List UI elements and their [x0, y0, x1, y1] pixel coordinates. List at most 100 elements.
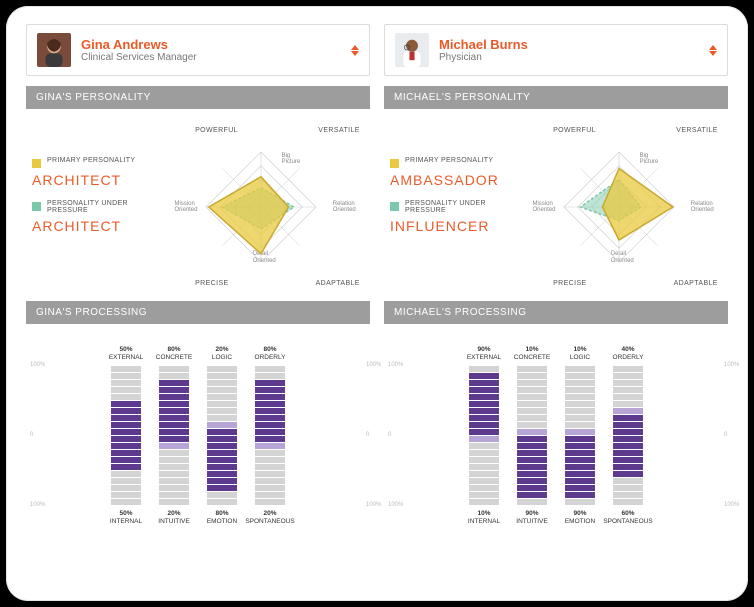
bar-segment — [207, 450, 237, 456]
bar-segment — [469, 436, 499, 442]
bar-segment — [159, 366, 189, 372]
bar-segment — [613, 478, 643, 484]
avatar — [37, 33, 71, 67]
bar-segment — [613, 471, 643, 477]
bar-top-label: 10%CONCRETE — [514, 344, 550, 362]
bar-segment — [255, 464, 285, 470]
personality-panel: PRIMARY PERSONALITY AMBASSADOR PERSONALI… — [384, 119, 728, 291]
bar-segment — [207, 366, 237, 372]
bar-segment — [111, 478, 141, 484]
bar-segment — [255, 436, 285, 442]
bar-segment — [159, 380, 189, 386]
bar-segment — [565, 422, 595, 428]
bar-segment — [255, 373, 285, 379]
avatar — [395, 33, 429, 67]
bar-segment — [565, 380, 595, 386]
bar-bottom-label: 60%SPONTANEOUS — [603, 508, 652, 526]
bar-group: 100% 0 100% 100% 0 100% 50%EXTERNAL 50%I… — [30, 344, 366, 526]
bar-bottom-label: 10%INTERNAL — [468, 508, 500, 526]
bar-segment — [565, 443, 595, 449]
bar-segment — [517, 380, 547, 386]
bar-segment — [159, 408, 189, 414]
bar-segment — [255, 387, 285, 393]
processing-header: GINA'S PROCESSING — [26, 301, 370, 324]
bar-top-label: 90%EXTERNAL — [467, 344, 501, 362]
bar-segment — [255, 499, 285, 505]
bar-segment — [613, 380, 643, 386]
bar-segment — [255, 478, 285, 484]
bar-segment — [255, 457, 285, 463]
inner-label: MissionOriented — [532, 201, 555, 214]
processing-bar: 80%ORDERLY 20%SPONTANEOUS — [252, 344, 288, 526]
bar-segment — [159, 429, 189, 435]
bar-segment — [469, 366, 499, 372]
bar-segment — [517, 387, 547, 393]
bar-segment — [469, 415, 499, 421]
primary-swatch — [32, 159, 41, 168]
person-name: Gina Andrews — [81, 37, 341, 52]
bar-top-label: 50%EXTERNAL — [109, 344, 143, 362]
bar-segment — [565, 492, 595, 498]
person-card[interactable]: Gina Andrews Clinical Services Manager — [26, 24, 370, 76]
processing-panel: 100% 0 100% 100% 0 100% 90%EXTERNAL 10%I… — [384, 334, 728, 583]
bar-segment — [613, 408, 643, 414]
bar-segment — [517, 394, 547, 400]
bar-segment — [255, 401, 285, 407]
bar-segment — [255, 415, 285, 421]
bar-segment — [469, 380, 499, 386]
bar-segment — [111, 443, 141, 449]
primary-label: PRIMARY PERSONALITY — [405, 157, 493, 164]
bar-segment — [613, 401, 643, 407]
bar-segment — [207, 492, 237, 498]
bar-segment — [469, 485, 499, 491]
person-card[interactable]: Michael Burns Physician — [384, 24, 728, 76]
bar-segment — [111, 464, 141, 470]
bar-bottom-label: 20%INTUITIVE — [158, 508, 189, 526]
bar-segment — [159, 485, 189, 491]
pressure-label: PERSONALITY UNDER PRESSURE — [47, 200, 152, 214]
bar-segment — [613, 450, 643, 456]
bar-segment — [613, 387, 643, 393]
axis-label: POWERFUL — [553, 127, 596, 134]
bar-segment — [565, 408, 595, 414]
bar-segment — [207, 380, 237, 386]
bar-segment — [565, 401, 595, 407]
processing-panel: 100% 0 100% 100% 0 100% 50%EXTERNAL 50%I… — [26, 334, 370, 583]
bar-segment — [255, 443, 285, 449]
triangle-down-icon — [351, 51, 359, 56]
bar-segment — [565, 373, 595, 379]
bar-segment — [207, 464, 237, 470]
bar-segment — [159, 387, 189, 393]
bar-segment — [207, 394, 237, 400]
primary-value: AMBASSADOR — [390, 172, 510, 188]
bar-segment — [565, 415, 595, 421]
sort-button[interactable] — [709, 45, 717, 56]
bar-segment — [111, 415, 141, 421]
bar-segment — [613, 415, 643, 421]
bar-segment — [517, 401, 547, 407]
bar-segment — [207, 485, 237, 491]
processing-bar: 50%EXTERNAL 50%INTERNAL — [108, 344, 144, 526]
bar-segment — [469, 408, 499, 414]
bar-segment — [111, 380, 141, 386]
triangle-up-icon — [351, 45, 359, 50]
bar-segment — [159, 436, 189, 442]
bar-segment — [469, 422, 499, 428]
bar-segment — [255, 450, 285, 456]
axis-label: ADAPTABLE — [674, 280, 718, 287]
bar-top-label: 10%LOGIC — [570, 344, 590, 362]
primary-swatch — [390, 159, 399, 168]
bar-segment — [613, 366, 643, 372]
bar-segment — [613, 464, 643, 470]
bar-segment — [517, 464, 547, 470]
bar-segment — [255, 429, 285, 435]
bar-segment — [255, 485, 285, 491]
radar-chart: POWERFUL VERSATILE ADAPTABLE PRECISE Big… — [158, 127, 364, 287]
bar-segment — [469, 450, 499, 456]
sort-button[interactable] — [351, 45, 359, 56]
bar-segment — [111, 492, 141, 498]
pressure-value: INFLUENCER — [390, 218, 510, 234]
bar-segment — [111, 366, 141, 372]
bar-segment — [207, 373, 237, 379]
bar-segment — [255, 492, 285, 498]
